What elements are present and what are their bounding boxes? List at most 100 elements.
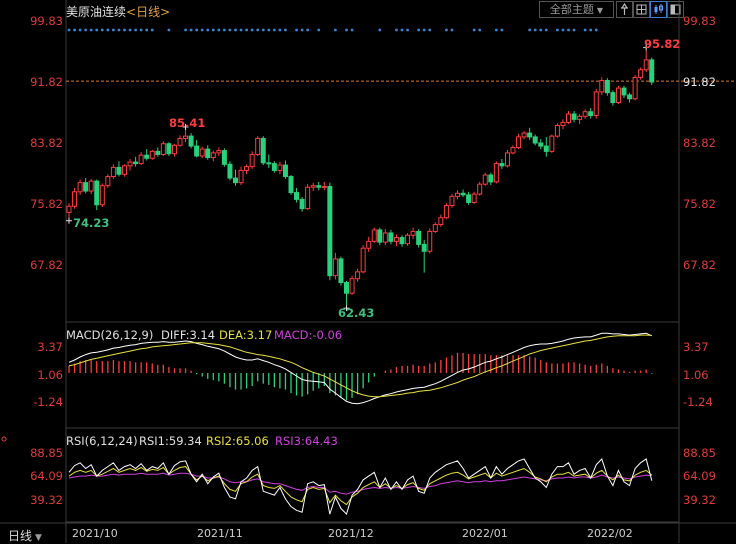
candle-body <box>183 135 189 139</box>
candle-body <box>582 111 588 117</box>
theme-label: 全部主题 <box>549 3 594 16</box>
signal-dot <box>189 28 193 32</box>
candle-body <box>371 229 377 242</box>
candle-body <box>571 113 577 120</box>
signal-dot <box>245 28 249 32</box>
layout-icon-svg <box>670 4 681 15</box>
annotation-low-1: 74.23 <box>73 216 110 230</box>
candle-body <box>460 192 466 196</box>
period-open-bracket: < <box>126 5 137 19</box>
layout-icon[interactable] <box>667 1 684 18</box>
candle-body <box>133 161 139 165</box>
candle-body <box>122 165 127 175</box>
signal-dot <box>123 28 126 32</box>
macd-lines <box>68 332 653 405</box>
candle-body <box>627 94 633 100</box>
candle-body <box>621 87 627 96</box>
signal-dot <box>272 28 276 32</box>
candle-body <box>521 132 527 138</box>
period-close-bracket: > <box>160 5 171 19</box>
candle-body <box>510 147 516 154</box>
current-price-label: 91.82 <box>683 75 716 89</box>
candle-body <box>72 191 78 207</box>
candle-body <box>299 198 305 210</box>
candle-body <box>399 237 405 245</box>
signal-dot <box>95 28 99 32</box>
candle-body <box>105 176 111 187</box>
rsi2-line <box>68 466 653 506</box>
y-tick-right-4: 67.82 <box>683 258 716 272</box>
candle-body <box>493 163 499 183</box>
candle-body <box>244 166 250 171</box>
candle-body <box>316 185 322 188</box>
macd-diff-line <box>68 332 653 405</box>
signal-dot <box>184 28 187 32</box>
signal-dot <box>500 28 504 32</box>
candle-body <box>366 240 372 249</box>
x-tick-0: 2021/10 <box>72 527 118 540</box>
signal-dot <box>494 28 498 32</box>
candle-body <box>99 185 105 206</box>
period-switch-button[interactable]: 日线 ▼ <box>8 527 42 544</box>
candle-body <box>127 161 133 167</box>
signal-dot <box>200 28 204 32</box>
macd-tick-left-2: -1.24 <box>33 395 63 409</box>
candle-body <box>382 232 388 243</box>
macd-dea-label: DEA:3.17 <box>219 328 273 342</box>
signal-dot <box>145 28 149 32</box>
candle-body <box>632 76 638 100</box>
candle-body <box>160 143 166 155</box>
grid-icon[interactable] <box>633 1 650 18</box>
pin-icon[interactable] <box>616 1 633 18</box>
candle-body <box>449 195 455 207</box>
price-annotations <box>66 44 650 312</box>
signal-dot <box>89 28 93 32</box>
candle-body <box>593 91 599 117</box>
rsi-label: RSI(6,12,24) <box>66 434 138 448</box>
signal-dot <box>106 28 110 32</box>
signal-dot <box>422 28 426 32</box>
candle-body <box>393 237 399 242</box>
rsi-tick-right-1: 64.09 <box>683 469 716 483</box>
signal-dot <box>400 28 404 32</box>
signal-dot <box>295 28 298 32</box>
candle-body <box>227 163 233 179</box>
candle-body <box>171 144 177 155</box>
signal-dot <box>345 28 348 32</box>
signal-dot <box>544 28 548 32</box>
candle-body <box>527 132 533 138</box>
candle-body <box>305 186 311 210</box>
rsi1-label: RSI1:59.34 <box>139 434 202 448</box>
candle-body <box>310 185 316 188</box>
signal-dot <box>128 28 132 32</box>
signal-dot <box>417 28 421 32</box>
signal-dot <box>583 28 587 32</box>
candle-body <box>327 185 333 277</box>
candle-body <box>488 174 494 183</box>
candle-body <box>543 145 549 152</box>
candle-body <box>604 79 610 94</box>
candle-body <box>249 153 255 168</box>
candle-body <box>88 180 94 192</box>
candle-body <box>149 150 155 159</box>
candle-body <box>266 162 272 165</box>
candle-body <box>516 136 522 149</box>
macd-histogram <box>68 352 653 401</box>
chevron-down-icon: ▼ <box>596 6 604 15</box>
theme-dropdown[interactable]: 全部主题 ▼ <box>539 1 614 18</box>
signal-dot <box>533 28 537 32</box>
x-tick-2: 2021/12 <box>328 527 374 540</box>
candle-body <box>405 234 411 245</box>
candle-body <box>110 166 116 178</box>
signal-dot <box>84 28 88 32</box>
kline-icon[interactable] <box>650 1 667 18</box>
rsi1-line <box>68 458 653 516</box>
rsi2-label: RSI2:65.06 <box>206 434 269 448</box>
macd-value-label: MACD:-0.06 <box>274 328 343 342</box>
signal-dot <box>112 28 115 32</box>
signal-dot <box>139 28 143 32</box>
candle-body <box>155 150 161 155</box>
signal-dot <box>556 28 559 32</box>
signal-dot <box>134 28 138 32</box>
